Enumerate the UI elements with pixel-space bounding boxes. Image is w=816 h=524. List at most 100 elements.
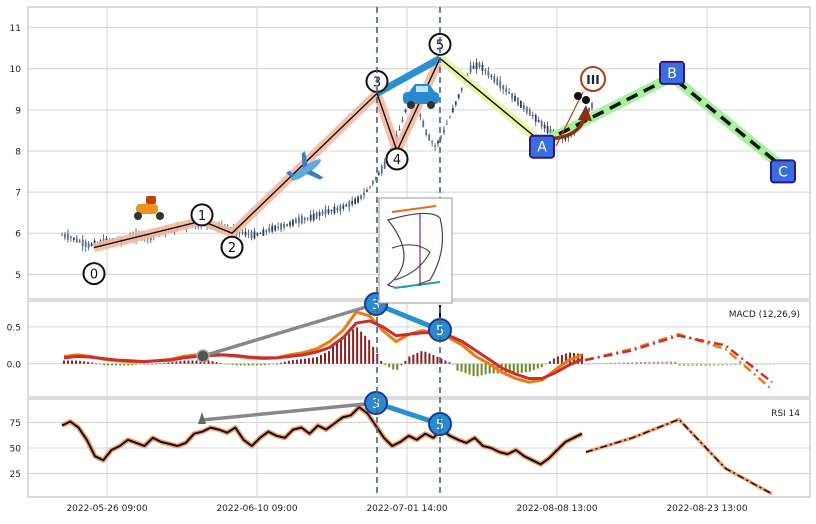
y-tick-label: 50 [10, 445, 22, 455]
divergence-line [201, 401, 377, 422]
candle-body [312, 213, 315, 221]
macd-hist-bar [83, 361, 86, 364]
y-tick-label: 0.5 [7, 323, 21, 333]
macd-hist-bar [476, 363, 479, 377]
macd-hist-bar [520, 363, 523, 373]
macd-hist-bar [75, 360, 78, 364]
candle-body [61, 235, 63, 236]
macd-hist-bar [299, 359, 302, 364]
candle-body [457, 94, 460, 99]
macd-hist-bar [532, 363, 535, 371]
macd-hist-bar [548, 361, 551, 364]
candle-body [315, 212, 318, 219]
macd-hist-bar [255, 363, 258, 366]
macd-hist-bar [440, 358, 443, 364]
wave-label-circle [364, 391, 388, 415]
wave-label: 3 [372, 397, 380, 412]
macd-hist-bar [348, 333, 351, 364]
candle-body [496, 78, 499, 85]
candle-body [250, 231, 253, 239]
divergence-point [198, 412, 206, 424]
macd-hist-bar [556, 356, 559, 364]
macd-hist-bar [259, 363, 262, 366]
macd-hist-bar [725, 363, 728, 366]
candle-body [262, 229, 265, 236]
candle-body [274, 225, 277, 231]
macd-hist-bar [311, 357, 314, 364]
macd-hist-bar [456, 363, 459, 371]
candle-body [247, 233, 250, 235]
inset-image [378, 197, 453, 304]
signal-projection [584, 334, 773, 384]
wave-label: 4 [393, 153, 401, 168]
macd-hist-bar [508, 363, 511, 374]
arrow-line [555, 91, 584, 147]
macd-hist-bar [674, 361, 677, 364]
candle-body [454, 101, 457, 105]
candle-body [469, 64, 472, 73]
candle-body [297, 217, 300, 224]
wave-label: B [667, 66, 677, 82]
macd-hist-bar [432, 355, 435, 364]
candle-body [422, 120, 425, 128]
macd-hist-bar [460, 363, 463, 372]
wave-label-circle [220, 235, 244, 259]
macd-hist-bar [384, 363, 387, 366]
macd-hist-bar [472, 363, 475, 376]
macd-hist-bar [392, 363, 395, 370]
macd-hist-bar [207, 360, 210, 364]
wave-label: A [537, 140, 547, 156]
macd-hist-bar [764, 363, 767, 365]
macd-hist-bar [412, 354, 415, 364]
macd-hist-bar [111, 363, 114, 366]
divergence-point [196, 349, 210, 363]
candle-body [380, 166, 383, 174]
candle-body [404, 110, 407, 112]
macd-hist-bar [564, 353, 567, 364]
candle-body [324, 209, 327, 215]
candle-body [481, 64, 484, 71]
macd-hist-bar [243, 363, 246, 366]
macd-hist-bar [115, 363, 118, 366]
macd-hist-bar [404, 360, 407, 364]
candle-body [342, 205, 345, 209]
candle-body [434, 145, 436, 147]
macd-hist-bar [63, 360, 65, 364]
candle-body [336, 207, 339, 211]
candle-body [300, 216, 303, 224]
macd-hist-bar [360, 331, 363, 364]
wave-label-box [770, 159, 796, 184]
macd-hist-bar [644, 361, 647, 364]
macd-hist-bar [167, 362, 170, 364]
candle-body [277, 226, 280, 228]
car-icon [403, 84, 439, 109]
y-tick-label: 7 [15, 189, 21, 199]
macd-hist-bar [605, 363, 608, 364]
macd-hist-bar [223, 363, 226, 365]
marker-dot [574, 92, 582, 100]
candle-body [366, 189, 368, 192]
candle-body [360, 194, 362, 199]
macd-hist-bar [596, 363, 599, 364]
macd-hist-bar [627, 362, 629, 364]
candle-body [431, 141, 434, 143]
wave-label: 1 [198, 209, 206, 224]
y-tick-label: 75 [10, 419, 21, 429]
macd-hist-bar [436, 356, 439, 364]
x-tick-label: 2022-06-10 09:00 [216, 504, 297, 514]
macd-hist-bar [560, 354, 563, 364]
candle-body [280, 223, 283, 230]
macd-hist-bar [235, 363, 238, 366]
macd-hist-bar [79, 360, 82, 364]
wave-label: 0 [90, 268, 98, 283]
candle-body [505, 88, 508, 93]
macd-hist-bar [183, 360, 186, 364]
macd-hist-bar [448, 362, 451, 364]
candle-body [564, 136, 567, 141]
macd-hist-bar [123, 363, 126, 366]
candle-body [383, 161, 386, 169]
candle-body [520, 100, 522, 108]
candle-body [377, 172, 380, 176]
